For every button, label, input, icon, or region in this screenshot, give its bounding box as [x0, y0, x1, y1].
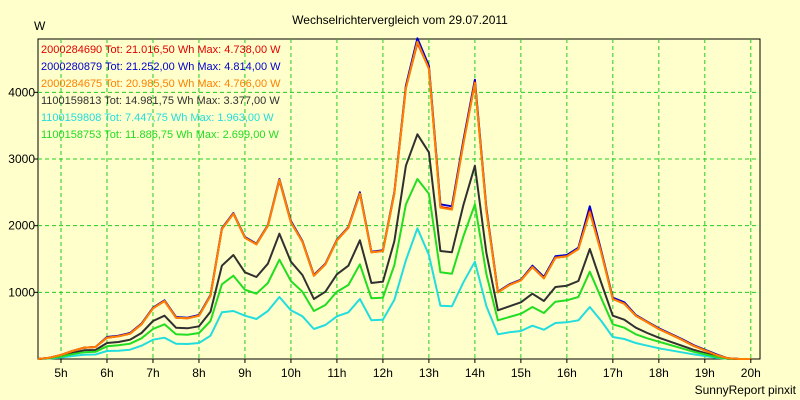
x-tick-label: 16h — [557, 366, 577, 380]
x-tick-label: 11h — [327, 366, 346, 380]
chart-title: Wechselrichtervergleich vom 29.07.2011 — [292, 13, 508, 27]
legend-entry-2000284675: 2000284675 Tot: 20.985,50 Wh Max: 4.766,… — [41, 78, 281, 90]
footer-credit: SunnyReport pinxit — [695, 383, 797, 397]
series-lines — [37, 37, 751, 360]
x-tick-label: 12h — [373, 366, 393, 380]
x-tick-label: 9h — [238, 366, 251, 380]
legend-entry-1100159808: 1100159808 Tot: 7.447,75 Wh Max: 1.963,0… — [41, 112, 274, 124]
series-line-2000284675 — [37, 40, 751, 360]
x-tick-label: 20h — [741, 366, 761, 380]
x-tick-label: 5h — [54, 366, 67, 380]
y-tick-label: 2000 — [8, 219, 35, 233]
x-tick-label: 18h — [649, 366, 669, 380]
x-tick-label: 7h — [146, 366, 159, 380]
grid-lines — [38, 39, 760, 359]
y-tick-label: 3000 — [8, 152, 35, 166]
axis-ticks: 5h 6h 7h 8h 9h 10h 11h 12h 13h 14h 15h 16h 17h 18h 19h… — [8, 85, 761, 380]
x-tick-label: 19h — [695, 366, 715, 380]
x-tick-label: 8h — [192, 366, 205, 380]
y-axis-label: W — [34, 19, 46, 33]
series-line-1100159813 — [37, 133, 751, 360]
legend-entry-2000284690: 2000284690 Tot: 21.016,50 Wh Max: 4.738,… — [41, 44, 281, 56]
x-tick-label: 13h — [419, 366, 439, 380]
x-tick-label: 15h — [511, 366, 531, 380]
legend-entry-1100158753: 1100158753 Tot: 11.886,75 Wh Max: 2.699,… — [41, 129, 280, 141]
y-tick-label: 1000 — [8, 285, 35, 299]
x-tick-label: 6h — [100, 366, 113, 380]
x-tick-label: 17h — [603, 366, 623, 380]
x-tick-label: 14h — [465, 366, 485, 380]
legend-entry-2000280879: 2000280879 Tot: 21.252,00 Wh Max: 4.814,… — [41, 61, 281, 73]
legend-entry-1100159813: 1100159813 Tot: 14.981,75 Wh Max: 3.377,… — [41, 95, 280, 107]
y-tick-label: 4000 — [8, 85, 35, 99]
x-tick-label: 10h — [281, 366, 301, 380]
series-line-1100159808 — [37, 227, 751, 360]
legend: 2000284690 Tot: 21.016,50 Wh Max: 4.738,… — [41, 44, 281, 141]
series-line-1100158753 — [37, 178, 751, 360]
